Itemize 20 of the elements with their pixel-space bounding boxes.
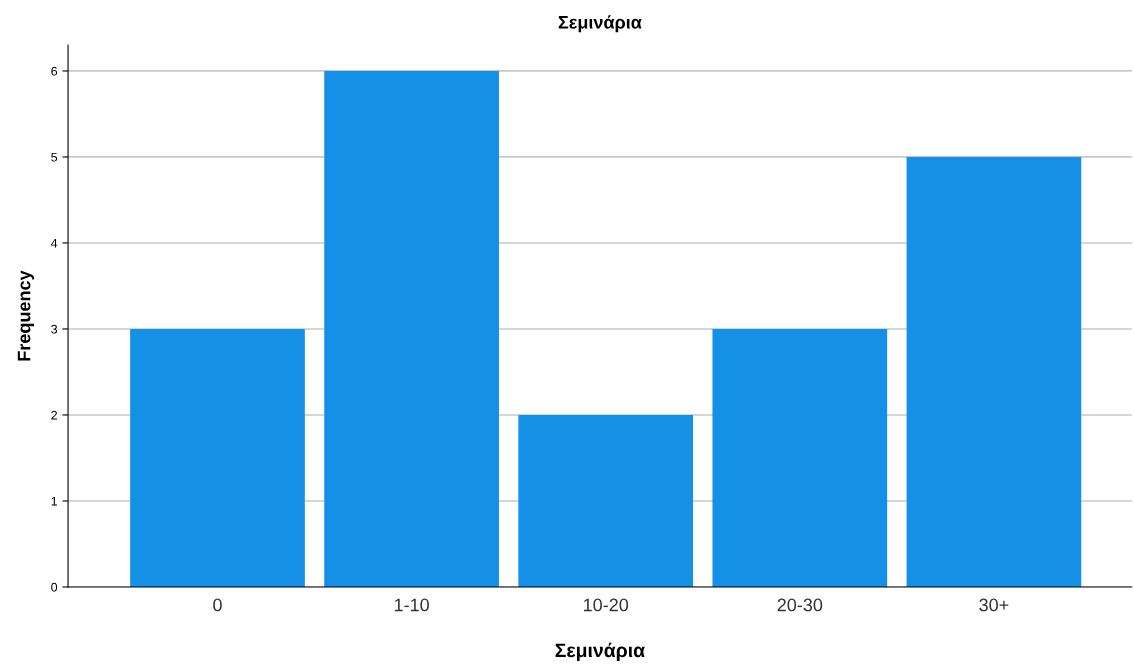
- bar: [130, 328, 305, 587]
- y-tick-label: 4: [50, 238, 58, 248]
- x-tick-label: 10-20: [584, 598, 629, 612]
- chart-title: Σεμινάρια: [558, 15, 642, 33]
- x-tick-label: 30+: [979, 598, 1009, 612]
- y-tick-label: 6: [51, 66, 58, 76]
- x-tick-label: 20-30: [777, 598, 823, 612]
- bar: [712, 328, 888, 587]
- bar: [906, 156, 1082, 587]
- x-tick-label: 0: [213, 598, 222, 612]
- y-tick-label: 2: [51, 410, 57, 420]
- y-axis-title: Frequency: [17, 270, 35, 361]
- y-tick-label: 3: [51, 324, 58, 334]
- bar: [518, 414, 694, 587]
- y-tick-label: 1: [51, 496, 58, 506]
- bar: [324, 70, 499, 587]
- y-tick-label: 5: [51, 152, 58, 162]
- y-tick-label: 0: [51, 582, 58, 592]
- x-axis-title: Σεμινάρια: [555, 642, 645, 662]
- x-tick-label: 1-10: [394, 598, 429, 612]
